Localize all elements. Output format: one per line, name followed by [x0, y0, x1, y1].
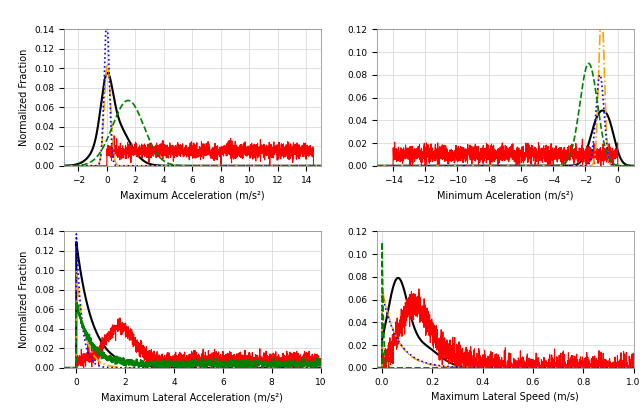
- P2: [310, 163, 317, 168]
- Line: KM: KM: [64, 100, 321, 166]
- P2: [104, 61, 111, 66]
- KM: [317, 163, 324, 168]
- Legend: Label, WP, P2, P3, KM: Label, WP, P2, P3, KM: [548, 32, 618, 107]
- P3: [185, 163, 193, 168]
- X-axis label: Maximum Lateral Acceleration (m/s²): Maximum Lateral Acceleration (m/s²): [101, 392, 284, 402]
- Label: (-2.08, 0.00161): (-2.08, 0.00161): [73, 162, 81, 167]
- P2: [185, 163, 193, 168]
- P2: [317, 163, 324, 168]
- Line: WP: WP: [64, 136, 321, 166]
- P2: [73, 163, 81, 168]
- Y-axis label: Normalized Fraction: Normalized Fraction: [19, 49, 29, 146]
- Label: (-3, 9.84e-05): (-3, 9.84e-05): [60, 163, 68, 168]
- Label: (11.2, 7.5e-27): (11.2, 7.5e-27): [262, 163, 270, 168]
- X-axis label: Minimum Aceleration (m/s²): Minimum Aceleration (m/s²): [437, 190, 573, 200]
- KM: [73, 163, 81, 168]
- WP: [110, 133, 118, 138]
- WP: [185, 145, 193, 150]
- P3: [262, 163, 270, 168]
- P3: [310, 163, 317, 168]
- Line: P3: P3: [64, 21, 321, 166]
- KM: [60, 163, 68, 168]
- Label: (15, 9.95e-48): (15, 9.95e-48): [317, 163, 324, 168]
- WP: [179, 151, 186, 156]
- P3: [309, 163, 317, 168]
- X-axis label: Maximum Acceleration (m/s²): Maximum Acceleration (m/s²): [120, 190, 264, 200]
- Label: (14.5, 1.69e-44): (14.5, 1.69e-44): [309, 163, 317, 168]
- X-axis label: Maximum Lateral Speed (m/s): Maximum Lateral Speed (m/s): [431, 392, 579, 402]
- KM: [309, 163, 317, 168]
- Label: (5.28, 4.82e-07): (5.28, 4.82e-07): [179, 163, 186, 168]
- KM: [185, 163, 193, 168]
- P3: [317, 163, 324, 168]
- Line: P2: P2: [64, 64, 321, 166]
- P2: [179, 163, 186, 168]
- Y-axis label: Normalized Fraction: Normalized Fraction: [19, 251, 29, 348]
- WP: [309, 147, 317, 152]
- KM: [124, 98, 132, 103]
- P2: [309, 163, 317, 168]
- P2: [225, 163, 232, 168]
- P3: [73, 163, 81, 168]
- Label: (0.0525, 0.0952): (0.0525, 0.0952): [104, 70, 111, 75]
- KM: [179, 163, 186, 168]
- P3: [103, 19, 111, 24]
- P2: [60, 163, 68, 168]
- KM: [262, 163, 270, 168]
- WP: [73, 163, 81, 168]
- Label: (5.76, 4.39e-08): (5.76, 4.39e-08): [185, 163, 193, 168]
- WP: [60, 163, 68, 168]
- P3: [179, 163, 186, 168]
- P3: [60, 163, 68, 168]
- KM: [309, 163, 317, 168]
- WP: [262, 143, 270, 148]
- WP: [317, 163, 324, 168]
- P2: [262, 163, 270, 168]
- Line: Label: Label: [64, 73, 321, 166]
- WP: [309, 150, 317, 155]
- Label: (14.5, 1.49e-44): (14.5, 1.49e-44): [309, 163, 317, 168]
- P3: [202, 163, 209, 168]
